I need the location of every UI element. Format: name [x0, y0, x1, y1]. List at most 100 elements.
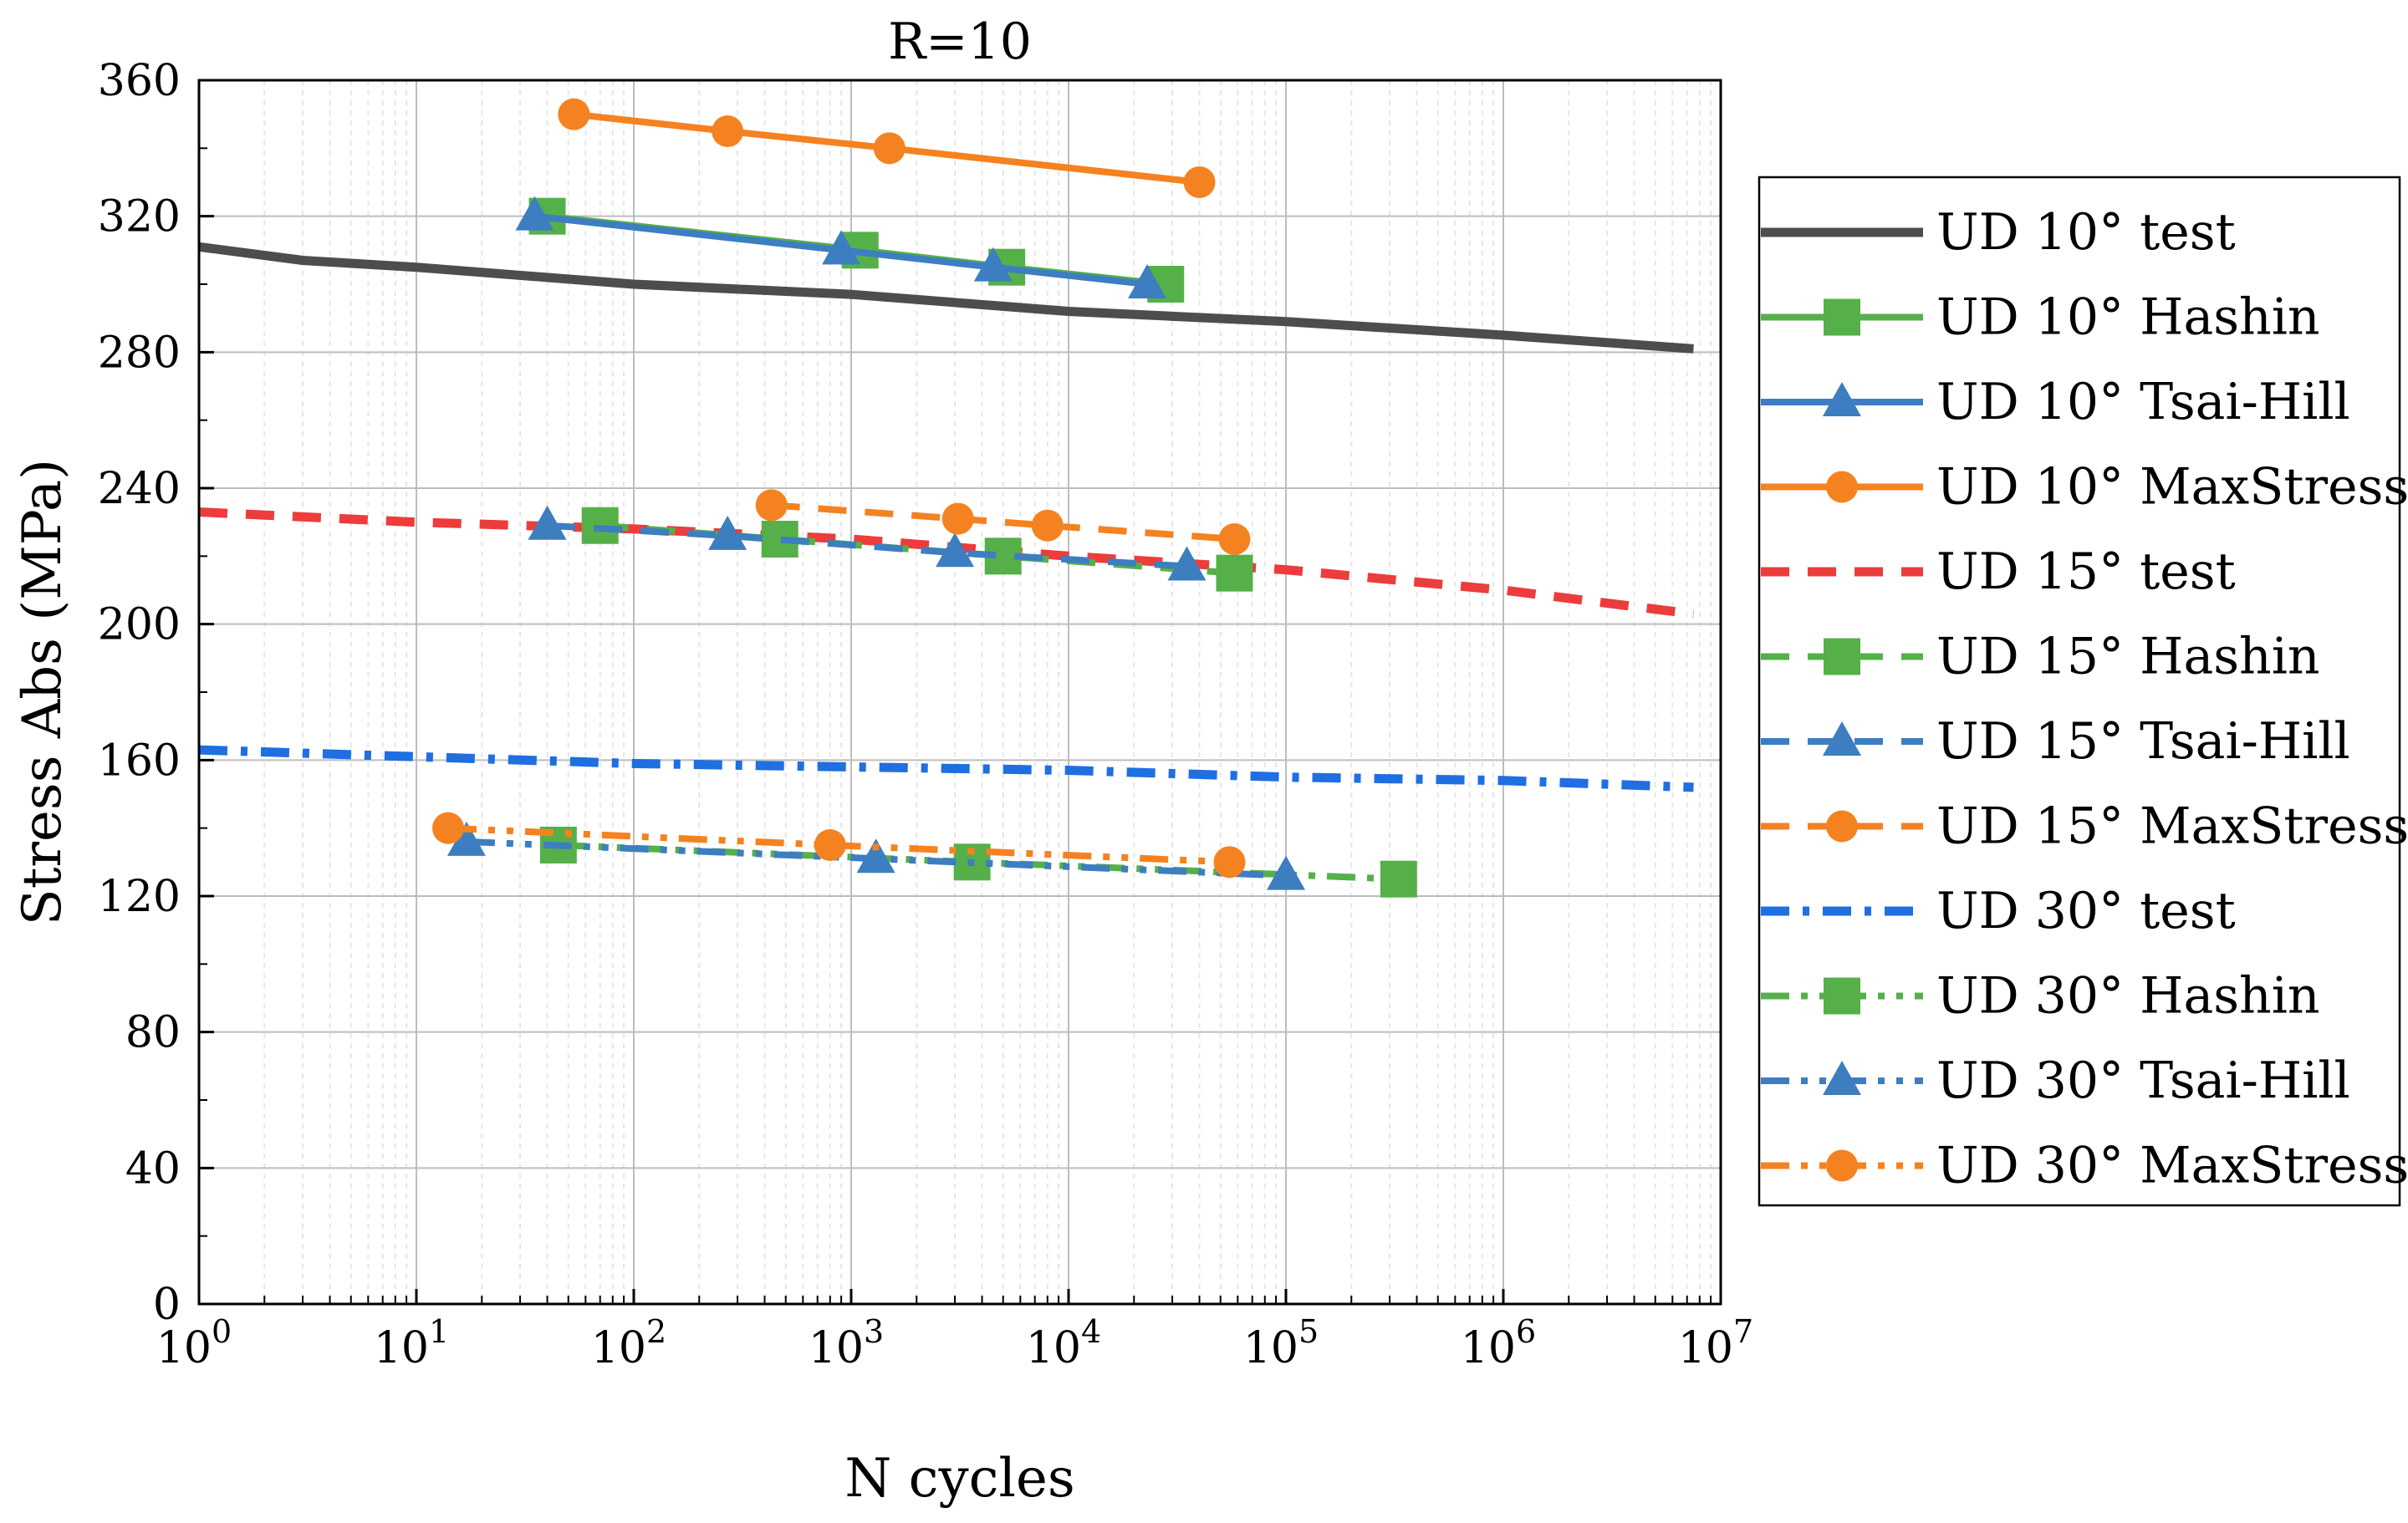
series-line [534, 212, 1148, 288]
series-6 [528, 505, 1207, 581]
y-tick-label: 80 [125, 1008, 181, 1058]
legend-entry: UD 15° Hashin [1761, 628, 2320, 686]
data-point [973, 247, 1013, 282]
x-tick-base: 10 [1678, 1323, 1733, 1373]
series-10 [446, 821, 1305, 890]
legend-entry: UD 15° test [1761, 542, 2236, 601]
legend-label: UD 10° MaxStress [1936, 458, 2408, 517]
x-tick-exponent: 1 [429, 1313, 449, 1350]
legend-entry: UD 30° Hashin [1761, 967, 2320, 1026]
legend-swatch-marker [1826, 1149, 1858, 1182]
series-line [198, 745, 1694, 792]
legend-entry: UD 10° Tsai-Hill [1761, 373, 2350, 431]
legend-entry: UD 10° Hashin [1761, 288, 2320, 347]
legend-entry: UD 15° MaxStress [1761, 797, 2408, 856]
legend-label: UD 15° Tsai-Hill [1936, 712, 2350, 771]
legend-entry: UD 10° MaxStress [1761, 458, 2408, 517]
series-line [547, 522, 1187, 570]
legend-label: UD 15° MaxStress [1936, 797, 2408, 856]
x-tick-label: 103 [809, 1313, 884, 1373]
x-tick-exponent: 0 [212, 1313, 232, 1350]
legend-swatch-marker [1823, 721, 1861, 756]
legend-swatch-marker [1824, 638, 1860, 675]
data-point [558, 98, 590, 130]
y-axis-title: Stress Abs (MPa) [12, 459, 74, 925]
axis-ticks [197, 79, 1722, 1306]
x-tick-base: 10 [591, 1323, 646, 1373]
legend-label: UD 15° Hashin [1936, 628, 2320, 686]
y-tick-label: 40 [125, 1144, 181, 1194]
legend-swatch-marker [1823, 1061, 1861, 1095]
data-point [1218, 523, 1251, 555]
x-tick-base: 10 [1461, 1323, 1516, 1373]
y-tick-labels: 0 40 80 120 160 200 240 280 320 360 [98, 56, 181, 1330]
y-tick-label: 240 [98, 464, 181, 514]
y-tick-label: 360 [98, 56, 181, 106]
series-11 [431, 812, 1246, 879]
data-point [856, 838, 895, 874]
legend-entry: UD 10° test [1761, 203, 2236, 262]
series-2 [515, 196, 1167, 298]
x-tick-base: 10 [809, 1323, 864, 1373]
legend-swatch-marker [1823, 382, 1861, 416]
x-tick-exponent: 3 [864, 1313, 884, 1350]
x-tick-label: 107 [1678, 1313, 1753, 1373]
x-tick-exponent: 6 [1516, 1313, 1536, 1350]
y-tick-label: 0 [153, 1280, 181, 1330]
data-point [1167, 546, 1207, 581]
legend-items: UD 10° test UD 10° Hashin UD 10° Tsai-Hill… [1761, 203, 2408, 1195]
data-point [528, 505, 567, 540]
series-7 [755, 489, 1251, 555]
data-point [1183, 166, 1216, 198]
legend-entry: UD 30° Tsai-Hill [1761, 1052, 2350, 1110]
data-point [712, 115, 744, 147]
legend-label: UD 30° MaxStress [1936, 1137, 2408, 1195]
legend-swatch-marker [1824, 298, 1860, 336]
y-tick-label: 160 [98, 736, 181, 786]
legend-label: UD 15° test [1936, 542, 2236, 601]
data-point [1267, 855, 1305, 890]
x-tick-label: 101 [374, 1313, 449, 1373]
legend-label: UD 10° test [1936, 203, 2236, 262]
legend-label: UD 30° test [1936, 882, 2236, 940]
x-tick-exponent: 5 [1298, 1313, 1319, 1350]
legend-swatch-marker [1824, 977, 1860, 1015]
data-point [1128, 264, 1167, 298]
data-point [708, 515, 747, 550]
series-5 [581, 507, 1253, 592]
data-point [431, 812, 464, 844]
x-tick-exponent: 4 [1081, 1313, 1101, 1350]
data-point [814, 829, 846, 861]
x-tick-base: 10 [156, 1323, 212, 1373]
legend-label: UD 30° Tsai-Hill [1936, 1052, 2350, 1110]
data-point [446, 821, 486, 856]
legend-label: UD 30° Hashin [1936, 967, 2320, 1026]
data-point [1216, 554, 1253, 592]
series-8 [198, 745, 1694, 792]
x-tick-label: 102 [591, 1313, 666, 1373]
chart-title: R=10 [888, 13, 1032, 71]
x-tick-label: 105 [1243, 1313, 1319, 1373]
x-axis-title: N cycles [844, 1448, 1074, 1510]
data-point [941, 502, 974, 535]
x-tick-label: 100 [156, 1313, 232, 1373]
x-tick-exponent: 2 [646, 1313, 666, 1350]
legend-box [1758, 176, 2401, 1207]
data-point [936, 532, 975, 568]
x-tick-label: 104 [1026, 1313, 1101, 1373]
y-tick-label: 320 [98, 192, 181, 242]
plot-series [198, 98, 1695, 898]
y-tick-label: 200 [98, 600, 181, 650]
legend-label: UD 10° Tsai-Hill [1936, 373, 2350, 431]
data-point [1380, 860, 1417, 898]
y-tick-label: 120 [98, 872, 181, 922]
series-line [198, 242, 1694, 354]
x-tick-exponent: 7 [1733, 1313, 1753, 1350]
legend-swatch-marker [1826, 471, 1858, 503]
x-tick-base: 10 [1026, 1323, 1081, 1373]
legend-entry: UD 30° test [1761, 882, 2236, 940]
x-tick-labels: 100 101 102 103 104 105 106 107 [156, 1313, 1753, 1373]
series-3 [558, 98, 1216, 198]
series-line [573, 110, 1200, 186]
